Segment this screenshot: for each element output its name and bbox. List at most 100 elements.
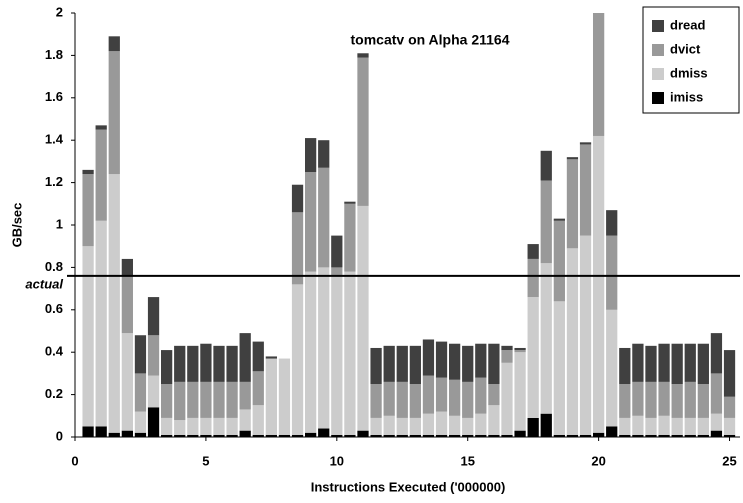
bar-segment	[305, 172, 317, 272]
y-tick-label: 2	[56, 4, 63, 19]
bar-segment	[357, 57, 369, 206]
x-tick-label: 5	[202, 453, 209, 468]
bar-segment	[566, 434, 579, 437]
bar-segment	[82, 246, 94, 427]
bar-segment	[121, 430, 133, 437]
x-tick-label: 0	[71, 453, 78, 468]
bar-segment	[252, 341, 264, 372]
bars	[82, 13, 736, 437]
bar-segment	[592, 135, 605, 433]
bar-segment	[723, 417, 736, 435]
bar-segment	[409, 434, 421, 437]
y-tick-label: 1.4	[45, 132, 64, 147]
bar-segment	[579, 144, 592, 236]
bar-segment	[422, 434, 435, 437]
bar-segment	[710, 333, 723, 374]
bar-segment	[147, 335, 160, 376]
bar-segment	[723, 434, 736, 437]
bar-segment	[658, 415, 670, 435]
bar-segment	[619, 347, 631, 384]
bar-segment	[200, 434, 212, 437]
bar-segment	[108, 432, 120, 437]
x-tick-label: 25	[722, 453, 736, 468]
x-tick-label: 20	[591, 453, 605, 468]
bar-segment	[645, 417, 657, 435]
bar-segment	[684, 343, 696, 382]
y-tick-label: 0.8	[45, 259, 63, 274]
bar-segment	[331, 235, 343, 268]
bar-segment	[226, 345, 238, 382]
bar-segment	[697, 434, 709, 437]
bar-segment	[710, 430, 723, 437]
bar-segment	[344, 201, 356, 204]
bar-segment	[553, 434, 565, 437]
bar-segment	[305, 432, 317, 437]
bar-segment	[134, 335, 147, 374]
bar-segment	[161, 384, 173, 418]
bar-segment	[357, 205, 369, 431]
bar-segment	[422, 339, 435, 376]
bar-segment	[213, 434, 225, 437]
bar-segment	[370, 434, 382, 437]
x-axis-label: Instructions Executed ('000000)	[311, 479, 506, 494]
bar-segment	[331, 275, 343, 435]
bar-segment	[252, 434, 264, 437]
bar-segment	[174, 345, 186, 382]
bar-segment	[108, 36, 120, 52]
bar-segment	[161, 417, 173, 435]
bar-segment	[632, 381, 644, 416]
bar-segment	[121, 258, 133, 276]
bar-segment	[357, 53, 369, 58]
reference-label: actual	[25, 276, 63, 291]
y-tick-label: 1	[56, 216, 63, 231]
bar-segment	[566, 159, 579, 249]
bar-segment	[435, 377, 448, 412]
bar-segment	[658, 343, 670, 382]
bar-segment	[514, 347, 526, 351]
bar-segment	[475, 377, 487, 414]
bar-segment	[488, 343, 500, 384]
bar-segment	[95, 220, 107, 427]
bar-segment	[671, 384, 683, 418]
bar-segment	[658, 434, 670, 437]
bar-segment	[566, 157, 579, 160]
bar-segment	[671, 434, 683, 437]
bar-segment	[710, 413, 723, 431]
bar-segment	[422, 413, 435, 435]
bar-segment	[409, 345, 421, 384]
bar-segment	[579, 434, 592, 437]
bar-segment	[147, 297, 160, 336]
bar-segment	[553, 220, 565, 302]
bar-segment	[514, 350, 526, 353]
bar-segment	[606, 309, 618, 427]
bar-segment	[462, 434, 474, 437]
bar-segment	[540, 180, 552, 264]
bar-segment	[527, 417, 539, 437]
bar-segment	[579, 142, 592, 145]
bar-segment	[540, 263, 552, 414]
bar-segment	[291, 434, 304, 437]
bar-segment	[409, 384, 421, 418]
bar-segment	[213, 381, 225, 418]
bar-segment	[370, 417, 382, 435]
bar-segment	[187, 381, 199, 418]
y-tick-label: 0.2	[45, 386, 63, 401]
bar-segment	[226, 417, 238, 435]
bar-segment	[265, 434, 277, 437]
bar-segment	[331, 434, 343, 437]
bar-segment	[462, 381, 474, 418]
bar-segment	[200, 343, 212, 382]
bar-segment	[619, 384, 631, 418]
bar-segment	[134, 432, 147, 437]
bar-segment	[710, 373, 723, 414]
bar-segment	[200, 381, 212, 418]
y-tick-label: 1.6	[45, 89, 63, 104]
bar-segment	[174, 420, 186, 435]
bar-segment	[331, 267, 343, 276]
bar-segment	[632, 415, 644, 435]
bar-segment	[383, 415, 395, 435]
bar-segment	[383, 381, 395, 416]
bar-segment	[265, 358, 277, 435]
bar-segment	[82, 426, 94, 437]
bar-segment	[370, 384, 382, 418]
